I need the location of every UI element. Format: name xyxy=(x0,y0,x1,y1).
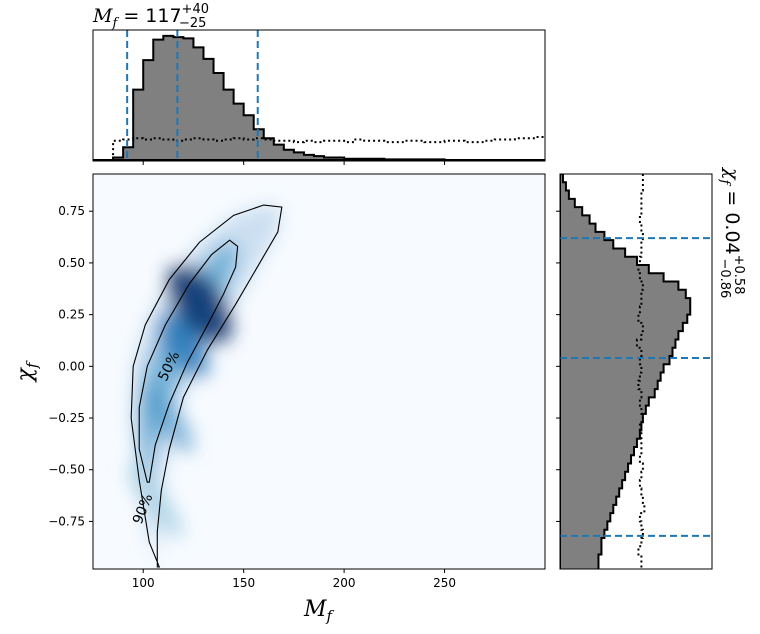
contour-50pct xyxy=(138,239,239,483)
top-prior-histogram xyxy=(93,135,545,161)
right-posterior-histogram xyxy=(560,174,692,569)
density-core-0 xyxy=(166,264,233,345)
y-tick-label-6: −0.75 xyxy=(48,514,85,528)
top-marginal-panel: Mf = 117+40 −25 xyxy=(92,2,546,165)
y-tick-label-1: 0.50 xyxy=(58,256,85,270)
top-posterior-histogram xyxy=(93,34,545,161)
y-tick-label-3: 0.00 xyxy=(58,359,85,373)
right-marginal-panel: χf = 0.04+0.58−0.86 xyxy=(556,166,746,570)
right-prior-histogram xyxy=(635,174,646,569)
top-title: Mf = 117+40 −25 xyxy=(92,2,209,31)
x-axis-label: Mf xyxy=(303,597,335,625)
y-tick-label-4: −0.25 xyxy=(48,411,85,425)
joint-panel: 50%90% 100 150 200 2500.750.500.250.00−0.25… xyxy=(13,173,546,625)
y-tick-label-5: −0.50 xyxy=(48,463,85,477)
density-core-1 xyxy=(157,313,210,378)
y-tick-label-0: 0.75 xyxy=(58,204,85,218)
x-tick-label-1: 150 xyxy=(232,576,255,590)
joint-axes-frame xyxy=(92,173,546,570)
right-title: χf = 0.04+0.58−0.86 xyxy=(717,166,746,298)
x-tick-label-3: 250 xyxy=(433,576,456,590)
density-core-2 xyxy=(140,383,194,453)
y-tick-label-2: 0.25 xyxy=(58,308,85,322)
contour-90pct xyxy=(130,204,283,568)
right-axes-frame xyxy=(559,173,713,570)
density-core-3 xyxy=(127,462,184,539)
top-axes-frame xyxy=(92,29,546,162)
y-axis-label: χf xyxy=(13,360,41,383)
x-tick-label-0: 100 xyxy=(132,576,155,590)
x-tick-label-2: 200 xyxy=(333,576,356,590)
